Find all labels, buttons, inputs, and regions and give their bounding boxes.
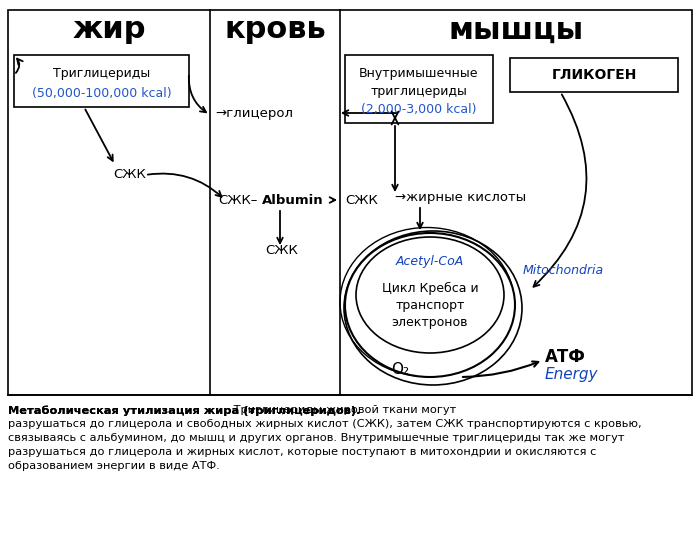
- Text: →жирные кислоты: →жирные кислоты: [395, 191, 526, 205]
- Text: O₂: O₂: [391, 362, 409, 377]
- Ellipse shape: [356, 237, 504, 353]
- Text: СЖК: СЖК: [113, 168, 146, 182]
- Ellipse shape: [345, 233, 515, 377]
- Text: Триглицериды: Триглицериды: [53, 67, 150, 79]
- Text: мышцы: мышцы: [449, 15, 584, 44]
- Text: СЖК: СЖК: [345, 193, 378, 206]
- Text: Energy: Energy: [545, 367, 598, 383]
- Text: (50,000-100,000 kcal): (50,000-100,000 kcal): [32, 86, 172, 100]
- Text: разрушаться до глицерола и свободных жирных кислот (СЖК), затем СЖК транспортиру: разрушаться до глицерола и свободных жир…: [8, 419, 642, 429]
- Text: Mitochondria: Mitochondria: [523, 263, 604, 277]
- Text: СЖК: СЖК: [265, 244, 298, 256]
- Bar: [345, 55, 493, 123]
- Text: →глицерол: →глицерол: [215, 107, 293, 119]
- Text: Внутримышечные: Внутримышечные: [359, 67, 479, 79]
- Text: Триглицериды жировой ткани могут: Триглицериды жировой ткани могут: [230, 405, 456, 415]
- Text: жир: жир: [72, 15, 146, 44]
- Text: Цикл Кребса и
транспорт
электронов: Цикл Кребса и транспорт электронов: [382, 281, 478, 328]
- Bar: [8, 10, 692, 395]
- Text: разрушаться до глицерола и жирных кислот, которые поступают в митохондрии и окис: разрушаться до глицерола и жирных кислот…: [8, 447, 596, 457]
- Text: Albumin: Albumin: [262, 193, 323, 206]
- Text: Метаболическая утилизация жира (триглицеридов).: Метаболическая утилизация жира (триглице…: [8, 405, 360, 416]
- Text: кровь: кровь: [224, 15, 326, 44]
- Text: образованием энергии в виде АТФ.: образованием энергии в виде АТФ.: [8, 461, 220, 471]
- Bar: [14, 55, 189, 107]
- Bar: [510, 58, 678, 92]
- Text: АТФ: АТФ: [545, 348, 586, 366]
- Text: триглицериды: триглицериды: [370, 85, 468, 98]
- Text: (2,000-3,000 kcal): (2,000-3,000 kcal): [361, 102, 477, 116]
- Text: Метаболическая утилизация жира (триглицеридов).: Метаболическая утилизация жира (триглице…: [8, 405, 360, 416]
- Text: связываясь с альбумином, до мышц и других органов. Внутримышечные триглицериды т: связываясь с альбумином, до мышц и други…: [8, 433, 624, 443]
- Text: СЖК–: СЖК–: [218, 193, 258, 206]
- Text: Acetyl-CoA: Acetyl-CoA: [396, 255, 464, 269]
- Text: ГЛИКОГЕН: ГЛИКОГЕН: [552, 68, 637, 82]
